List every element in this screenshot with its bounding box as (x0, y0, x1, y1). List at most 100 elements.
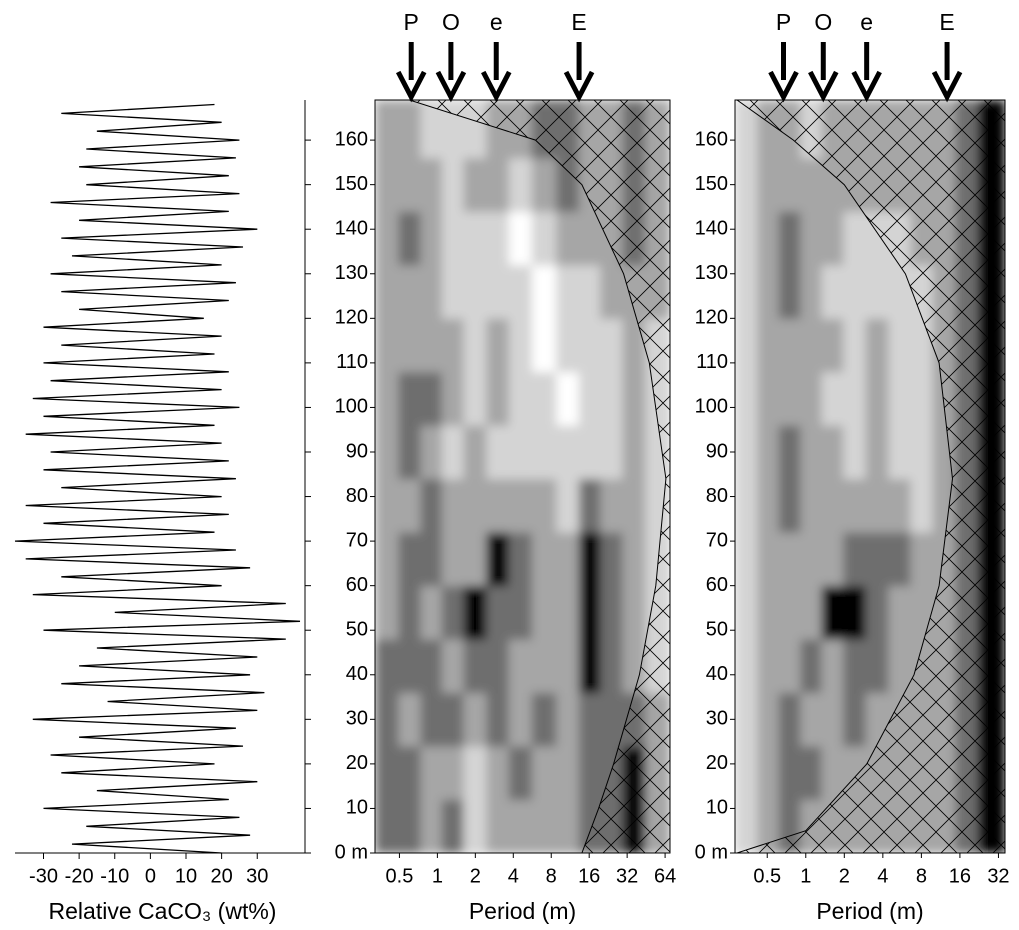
y-tick-label: 110 (696, 351, 728, 373)
power-cell (556, 746, 580, 801)
power-cell (508, 157, 533, 212)
power-cell (757, 211, 780, 266)
power-cell (398, 264, 422, 319)
power-cell (531, 211, 557, 266)
power-cell (600, 478, 623, 533)
power-cell (463, 478, 487, 533)
power-cell (420, 100, 443, 159)
power-cell (821, 425, 844, 480)
power-cell (778, 371, 801, 426)
arrow-label: P (404, 9, 419, 35)
power-cell (778, 264, 801, 319)
power-cell (600, 585, 623, 640)
power-cell (508, 585, 533, 640)
arrow-head (768, 70, 799, 103)
power-cell (375, 425, 399, 480)
power-cell (531, 264, 557, 319)
power-cell (865, 264, 889, 319)
power-cell (888, 478, 911, 533)
power-cell (531, 318, 557, 373)
x-tick-label: -20 (65, 865, 94, 887)
x-tick-label: 30 (246, 865, 268, 887)
power-cell (821, 532, 844, 587)
power-cell (463, 318, 487, 373)
power-cell (556, 371, 580, 426)
power-cell (735, 639, 758, 694)
power-cell (375, 799, 399, 853)
power-cell (757, 318, 780, 373)
y-tick-label: 10 (346, 797, 368, 819)
power-cell (800, 264, 822, 319)
power-cell (778, 478, 801, 533)
power-cell (778, 639, 801, 694)
y-tick-label: 70 (346, 529, 368, 551)
power-cell (821, 639, 844, 694)
y-tick-label: 60 (706, 574, 728, 596)
arrow-annotation: e (481, 9, 512, 103)
power-cell (420, 639, 443, 694)
power-cell (843, 585, 867, 640)
power-cell (463, 692, 487, 747)
y-tick-label: 80 (706, 485, 728, 507)
y-tick-label: 130 (335, 262, 368, 284)
power-cell (888, 532, 911, 587)
power-cell (398, 585, 422, 640)
power-cell (508, 799, 533, 853)
power-cell (757, 157, 780, 212)
arrow-head (931, 70, 963, 103)
x-tick-label: 4 (508, 865, 519, 887)
power-cell (622, 478, 646, 533)
plot-area (735, 100, 1005, 853)
x-axis-label: Relative CaCO₃ (wt%) (49, 898, 277, 924)
power-cell (375, 264, 399, 319)
x-tick-label: 8 (916, 865, 927, 887)
power-cell (622, 532, 646, 587)
power-cell (441, 157, 465, 212)
power-cell (800, 478, 822, 533)
power-cell (420, 264, 443, 319)
power-cell (757, 639, 780, 694)
arrow-annotation: E (931, 9, 963, 103)
line-panel: -30 -20 -10 0 10 20 30 Relative CaCO₃ (wt%) (14, 100, 311, 924)
power-cell (578, 746, 601, 801)
power-cell (865, 318, 889, 373)
power-cell (486, 799, 510, 853)
wavelet-panel: 0 m 10 20 30 40 50 60 70 80 90 100 110 120 130 140 150 1… (695, 9, 1010, 924)
arrow-head (851, 70, 882, 103)
power-cell (622, 585, 646, 640)
power-cell (843, 532, 867, 587)
y-tick-label: 0 m (695, 841, 728, 863)
coi-line (736, 100, 954, 853)
power-cell (556, 478, 580, 533)
power-cell (508, 371, 533, 426)
power-cell (556, 799, 580, 853)
arrow-label: e (860, 9, 873, 35)
power-cell (910, 371, 934, 426)
power-cell (910, 532, 934, 587)
power-cell (821, 264, 844, 319)
power-cell (441, 264, 465, 319)
power-cell (757, 425, 780, 480)
power-cell (420, 799, 443, 853)
y-tick-label: 160 (335, 128, 368, 150)
x-tick-label: 16 (949, 865, 971, 887)
power-cell (800, 157, 822, 212)
power-cell (420, 692, 443, 747)
power-cell (463, 585, 487, 640)
power-cell (865, 585, 889, 640)
power-cell (398, 799, 422, 853)
coi-hatch (409, 100, 670, 853)
power-cell (531, 746, 557, 801)
power-cell (600, 639, 623, 694)
x-tick-label: 8 (546, 865, 557, 887)
power-cell (463, 532, 487, 587)
x-tick-label: 1 (432, 865, 443, 887)
power-cell (578, 264, 601, 319)
power-cell (888, 318, 911, 373)
power-cell (843, 318, 867, 373)
power-cell (531, 799, 557, 853)
power-cell (441, 639, 465, 694)
power-cell (735, 692, 758, 747)
y-tick-label: 40 (706, 663, 728, 685)
